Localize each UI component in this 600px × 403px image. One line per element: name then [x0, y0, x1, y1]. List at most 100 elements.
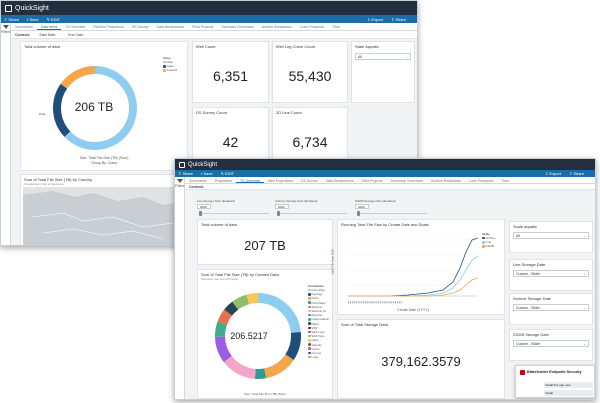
front-volume-title: Total volume of data [201, 222, 237, 227]
legend-item[interactable]: Geology [308, 292, 329, 296]
date-slider[interactable] [199, 211, 269, 216]
sheet-tab[interactable]: Data trend [36, 23, 62, 30]
sheet-tab[interactable]: Time [331, 25, 340, 29]
legend-item[interactable]: Logs [308, 355, 329, 359]
back-country-map[interactable] [23, 187, 185, 245]
back-volume-title: Total volume of data [24, 44, 60, 49]
front-donut-caption: Sum: Total File Size (TB) (Sum) [243, 392, 287, 396]
back-legend-title: Class [163, 56, 172, 60]
legend-item[interactable]: Archive [482, 236, 496, 240]
legend-item[interactable]: Curves [308, 351, 329, 355]
sheet-tab[interactable]: Field Projects [361, 179, 383, 183]
back-edit-button[interactable]: ✎ EDIT [46, 16, 61, 22]
legend-swatch-icon [308, 330, 311, 334]
filter-dropdown[interactable]: Custom - Slider ⌄ [513, 304, 589, 311]
bitdefender-toast[interactable]: Bitdefender Endpoint Security Install th… [515, 365, 595, 398]
legend-label: Gaps [166, 64, 174, 69]
legend-item[interactable]: Velocity [308, 342, 329, 347]
sheet-tab[interactable]: Data Breakdowns [325, 179, 354, 183]
legend-item[interactable]: DSDB [482, 244, 496, 248]
front-filter-sidebar[interactable]: Filters [175, 177, 185, 399]
sheet-tab[interactable]: Well Projections [268, 179, 294, 183]
legend-label: Seismic [311, 304, 323, 309]
back-basin-dropdown[interactable]: All ⌄ [355, 53, 411, 60]
back-volume-donut[interactable] [49, 62, 141, 154]
slider-value-field[interactable]: 2000 [355, 204, 369, 209]
slider-handle[interactable] [357, 211, 360, 216]
back-save-button[interactable]: ▪ Save [27, 16, 39, 22]
legend-item[interactable]: Petro [308, 296, 329, 300]
legend-item[interactable]: Cores [308, 347, 329, 351]
legend-item[interactable]: Reports [308, 313, 329, 317]
sheet-tab[interactable]: FileSize Projections [93, 25, 124, 29]
front-share-right-button[interactable]: ⇪ Share [568, 171, 584, 176]
back-filter-sidebar[interactable]: Filters [1, 23, 11, 245]
filter-dropdown[interactable]: All ⌄ [513, 232, 589, 239]
legend-item[interactable]: Data [163, 60, 177, 64]
sheet-tab[interactable]: Data Breakdowns [156, 25, 185, 29]
sheet-tab[interactable]: Summaries [15, 25, 33, 29]
back-share-button[interactable]: ⇪ Share [4, 16, 20, 22]
slider-value-field[interactable]: 2000 [197, 204, 211, 209]
chevron-down-icon: ⌄ [405, 55, 408, 59]
back-curve-count-value: 55,430 [288, 68, 332, 84]
sheet-tab[interactable]: DS Survey [301, 179, 318, 183]
legend-item[interactable]: Seismic [308, 305, 329, 309]
legend-swatch-icon [163, 65, 166, 68]
front-trend-line-chart[interactable] [348, 230, 478, 300]
legend-swatch-icon [308, 343, 311, 346]
legend-label: Velocity [311, 342, 322, 347]
legend-swatch-icon [308, 355, 311, 359]
filter-title: DSDB Storage Date [513, 332, 549, 337]
legend-label: DSDB [485, 244, 494, 249]
slider-value-field[interactable]: 2000 [275, 204, 289, 209]
sheet-tab[interactable]: Lose Prospects [299, 25, 324, 29]
legend-item[interactable]: Core Plug [308, 288, 329, 292]
legend-item[interactable]: Well Tops [308, 334, 329, 338]
slider-handle[interactable] [277, 211, 280, 216]
back-share-right-button[interactable]: ⇪ Share [390, 16, 406, 22]
legend-item[interactable]: Well Logs [308, 330, 329, 334]
sheet-tab[interactable]: Field Projects [192, 25, 214, 29]
sheet-tab[interactable]: Time [501, 179, 509, 183]
front-edit-button[interactable]: ✎ EDIT [220, 171, 235, 176]
back-end-date[interactable]: End Date: [68, 32, 84, 37]
legend-label: VSP [311, 325, 318, 330]
legend-item[interactable]: Petro/Seis [308, 301, 329, 305]
legend-item[interactable]: Gaps [163, 64, 177, 68]
front-export-button[interactable]: ⇩ Export [545, 171, 561, 176]
front-save-button[interactable]: ▪ Save [201, 171, 213, 176]
front-curated-donut[interactable] [210, 288, 306, 384]
legend-item[interactable]: Interpretation [308, 317, 329, 321]
toast-install-button[interactable]: Install [544, 390, 593, 396]
sheet-tab[interactable]: Archive Breakdown [430, 179, 462, 183]
legend-item[interactable]: Tracked [163, 68, 177, 72]
filter-dropdown[interactable]: Custom - Slider ⌄ [513, 270, 589, 277]
legend-swatch-icon [308, 322, 311, 325]
back-start-date[interactable]: Start Date: [39, 32, 57, 37]
sheet-tab[interactable]: Summary Overviews [221, 25, 254, 29]
filter-dropdown[interactable]: Custom - Slider ⌄ [513, 340, 589, 347]
quicksight-logo-icon [179, 161, 185, 168]
sheet-tab[interactable]: TS Overview [236, 177, 265, 183]
back-export-button[interactable]: ⇩ Export [367, 16, 383, 22]
front-share-button[interactable]: ⇪ Share [178, 171, 194, 176]
legend-item[interactable]: Line [482, 240, 496, 244]
sheet-tab[interactable]: DS Survey [131, 25, 149, 29]
date-slider[interactable] [357, 211, 427, 216]
sheet-tab[interactable]: Summaries [189, 179, 207, 183]
legend-item[interactable]: VSP [308, 326, 329, 330]
donut-slice-gaps [53, 66, 137, 150]
sheet-tab[interactable]: Lose Prospects [469, 179, 494, 183]
sheet-tab[interactable]: TS Overview [65, 25, 86, 29]
legend-item[interactable]: Maps [308, 322, 329, 326]
front-legend-title: Curatedate [308, 284, 324, 288]
legend-item[interactable]: Seismic Int [308, 309, 329, 313]
sheet-tab[interactable]: Archive Breakdown [261, 25, 292, 29]
sheet-tab[interactable]: Summary Overviews [390, 179, 423, 183]
date-slider[interactable] [277, 211, 347, 216]
toast-install-now-button[interactable]: Install this app now [544, 382, 593, 388]
slider-handle[interactable] [199, 211, 202, 216]
legend-item[interactable]: Other [308, 338, 329, 342]
sheet-tab[interactable]: Projections [214, 179, 233, 183]
